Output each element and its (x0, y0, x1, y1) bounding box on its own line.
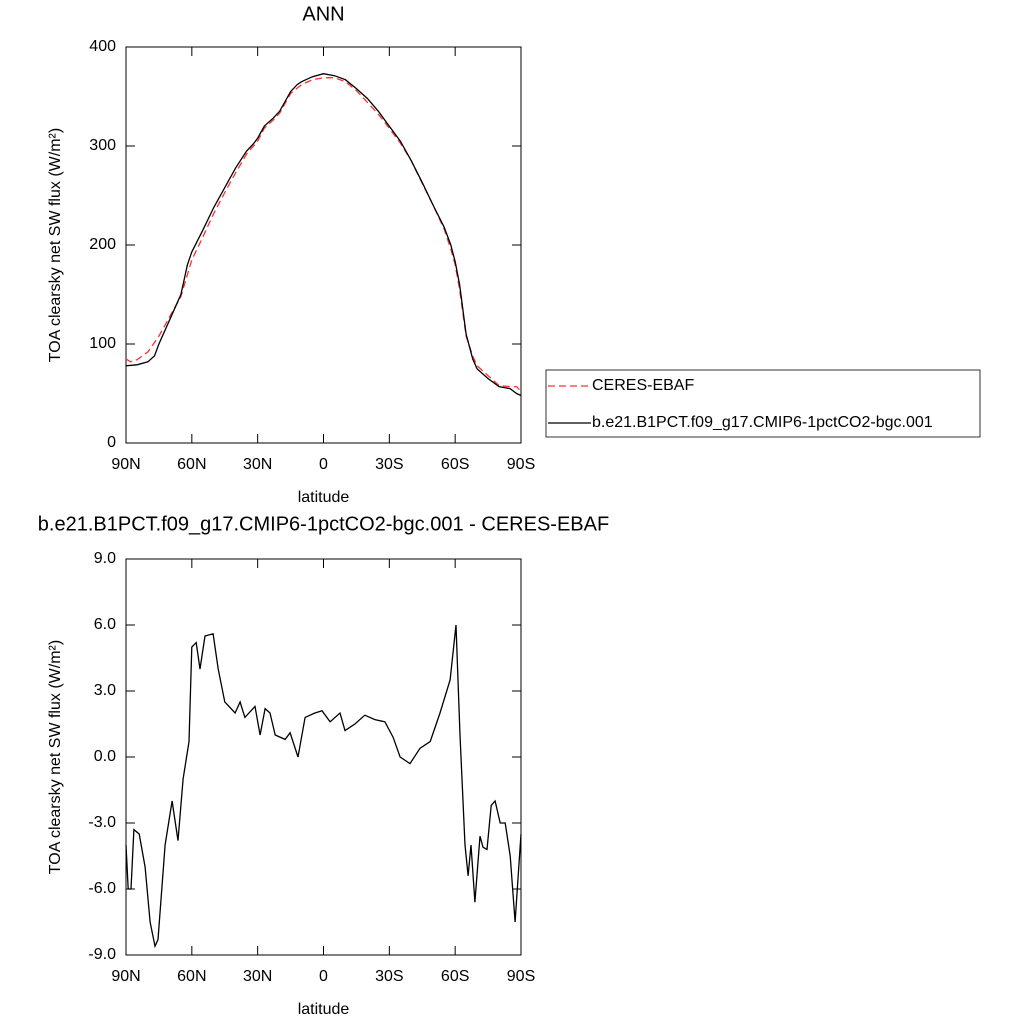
legend-box (545, 369, 981, 438)
series-line (125, 73, 522, 397)
y-tick-label: 6.0 (94, 616, 116, 633)
x-tick-label: 60N (177, 456, 206, 473)
series-line (125, 624, 522, 949)
y-tick-label: 0.0 (94, 748, 116, 765)
x-tick-label: 90N (111, 456, 140, 473)
y-tick-label: -6.0 (88, 880, 116, 897)
x-tick-label: 90S (507, 968, 535, 985)
x-tick-label: 30N (243, 968, 272, 985)
y-tick-label: -3.0 (88, 814, 116, 831)
y-tick-label: 400 (89, 38, 116, 55)
legend-label: CERES-EBAF (592, 377, 694, 394)
x-tick-label: 60N (177, 968, 206, 985)
series-line (125, 77, 522, 392)
x-tick-label: 90S (507, 456, 535, 473)
y-tick-label: 100 (89, 335, 116, 352)
y-axis-label: TOA clearsky net SW flux (W/m²) (47, 128, 64, 362)
x-tick-label: 30N (243, 456, 272, 473)
y-tick-label: 0 (107, 434, 116, 451)
x-tick-label: 0 (319, 456, 328, 473)
chart-title: b.e21.B1PCT.f09_g17.CMIP6-1pctCO2-bgc.00… (38, 513, 609, 535)
x-axis-label: latitude (298, 1001, 350, 1018)
chart-title: ANN (302, 3, 344, 25)
x-tick-label: 60S (441, 456, 469, 473)
y-axis-label: TOA clearsky net SW flux (W/m²) (47, 640, 64, 874)
plot-frame (125, 46, 522, 444)
x-tick-label: 90N (111, 968, 140, 985)
x-tick-label: 30S (375, 968, 403, 985)
x-axis-label: latitude (298, 489, 350, 506)
y-tick-label: 3.0 (94, 682, 116, 699)
y-tick-label: 300 (89, 137, 116, 154)
y-tick-label: -9.0 (88, 946, 116, 963)
legend-label: b.e21.B1PCT.f09_g17.CMIP6-1pctCO2-bgc.00… (592, 414, 933, 431)
y-tick-label: 9.0 (94, 550, 116, 567)
plot-frame (125, 558, 522, 956)
x-tick-label: 60S (441, 968, 469, 985)
y-tick-label: 200 (89, 236, 116, 253)
x-tick-label: 0 (319, 968, 328, 985)
x-tick-label: 30S (375, 456, 403, 473)
